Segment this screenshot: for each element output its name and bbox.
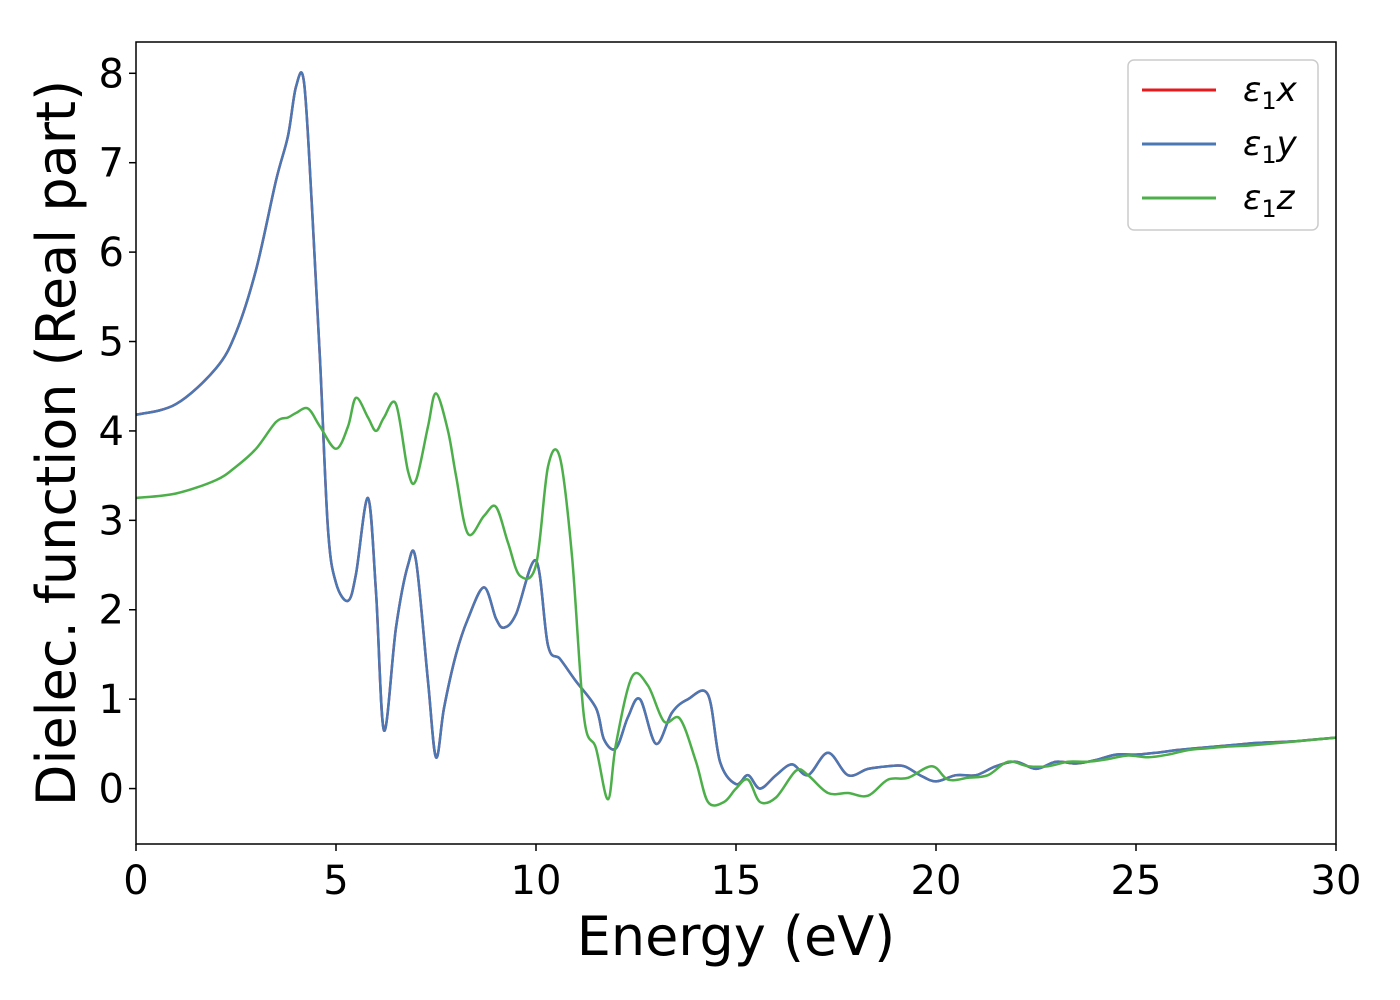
y-tick-label: 3	[99, 498, 124, 544]
y-tick-label: 2	[99, 588, 124, 634]
plot-lines	[135, 71, 1337, 807]
x-tick-label: 0	[123, 858, 148, 904]
y-axis-label: Dielec. function (Real part)	[25, 80, 88, 806]
x-tick-label: 20	[911, 858, 962, 904]
legend: ε1x ε1y ε1z	[1127, 59, 1319, 231]
x-tick-label: 5	[323, 858, 348, 904]
legend-label-z: ε1z	[1243, 178, 1296, 223]
legend-box	[1127, 59, 1319, 231]
y-tick-label: 4	[99, 409, 124, 455]
legend-label-y: ε1y	[1243, 124, 1298, 169]
y-tick-label: 0	[99, 767, 124, 813]
x-axis-label: Energy (eV)	[577, 905, 896, 968]
legend-label-x: ε1x	[1243, 70, 1298, 115]
x-tick-label: 15	[711, 858, 762, 904]
x-tick-label: 10	[511, 858, 562, 904]
x-tick-label: 25	[1111, 858, 1162, 904]
y-tick-label: 7	[99, 141, 124, 187]
x-tick-label: 30	[1311, 858, 1362, 904]
x-axis-ticks: 0 5 10 15 20 25 30	[123, 844, 1361, 904]
y-tick-label: 1	[99, 677, 124, 723]
y-axis-ticks: 0 1 2 3 4 5 6 7 8	[99, 51, 136, 813]
y-tick-label: 6	[99, 230, 124, 276]
y-tick-label: 8	[99, 51, 124, 97]
y-tick-label: 5	[99, 320, 124, 366]
series-line-y	[135, 71, 1337, 790]
series-line-z	[135, 392, 1337, 807]
